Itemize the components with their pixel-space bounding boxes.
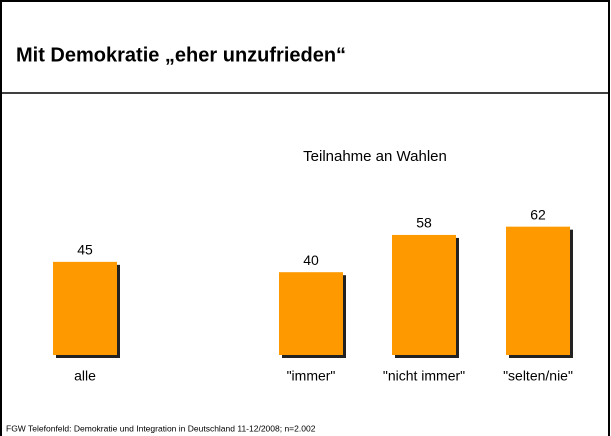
bar — [506, 226, 570, 355]
chart-subtitle: Teilnahme an Wahlen — [303, 148, 447, 165]
footnote: FGW Telefonfeld: Demokratie und Integrat… — [6, 423, 316, 433]
x-tick-label: "selten/nie" — [503, 368, 573, 384]
data-label: 58 — [416, 215, 432, 231]
x-tick-label: "immer" — [287, 368, 336, 384]
bar — [53, 261, 117, 355]
data-label: 62 — [530, 206, 546, 222]
bar — [392, 234, 456, 355]
chart-title: Mit Demokratie „eher unzufrieden“ — [16, 44, 346, 66]
x-tick-label: alle — [74, 368, 96, 384]
data-label: 45 — [77, 242, 93, 258]
data-label: 40 — [303, 252, 319, 268]
x-tick-label: "nicht immer" — [383, 368, 465, 384]
bar — [279, 272, 343, 355]
